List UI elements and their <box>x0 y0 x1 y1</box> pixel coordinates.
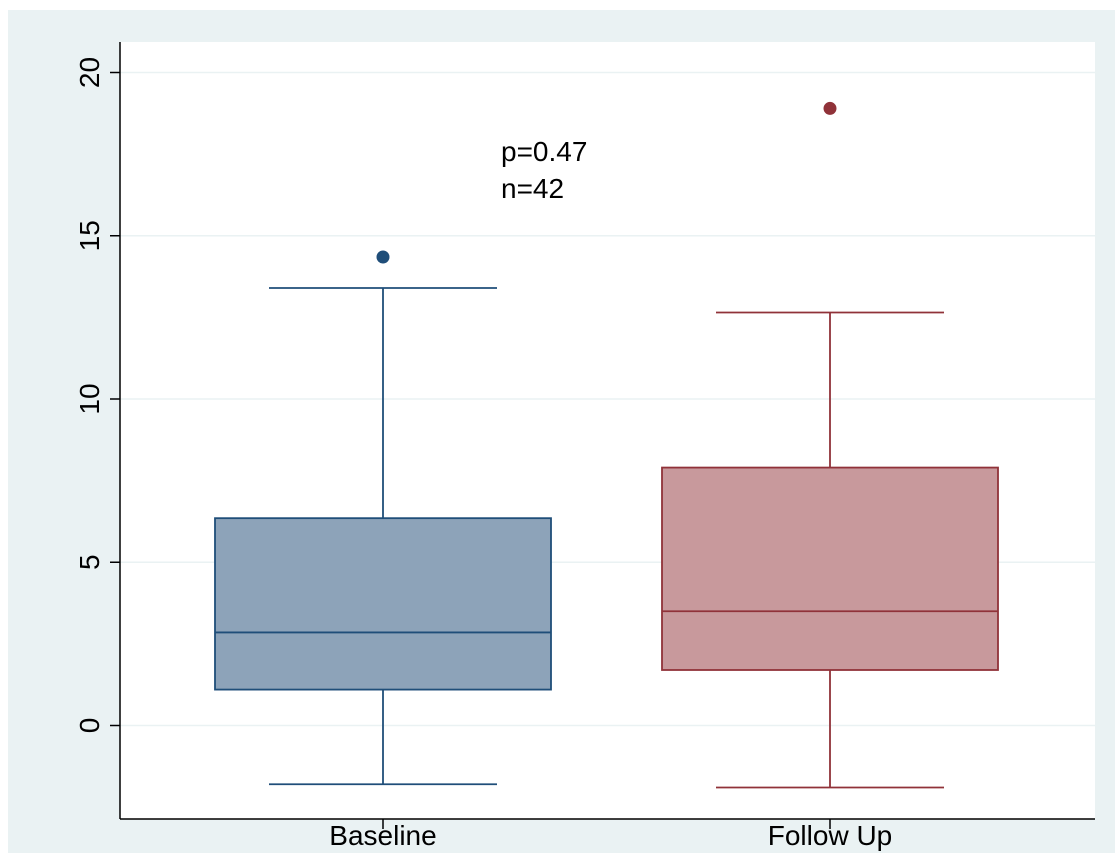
box-baseline <box>214 250 552 786</box>
x-tick-labels: Baseline Follow Up <box>329 819 892 851</box>
y-tick-label-20: 20 <box>74 57 105 88</box>
y-tick-label-10: 10 <box>74 383 105 414</box>
annotation-n-count: n=42 <box>501 173 564 204</box>
y-ticks: 0 5 10 15 20 <box>74 57 120 733</box>
axes-layer <box>119 42 1095 820</box>
outlier-baseline-0 <box>376 250 390 264</box>
x-tick-label-follow-up: Follow Up <box>768 820 892 851</box>
annotation-p-value: p=0.47 <box>501 136 587 167</box>
box-follow-up <box>661 101 999 789</box>
y-tick-label-5: 5 <box>74 554 105 570</box>
boxes-layer <box>214 101 999 789</box>
iqr-box-baseline <box>214 517 552 691</box>
iqr-box-follow-up <box>661 466 999 671</box>
x-tick-label-baseline: Baseline <box>329 820 436 851</box>
plot-area <box>120 42 1095 819</box>
outlier-follow-up-0 <box>823 101 837 115</box>
y-tick-label-0: 0 <box>74 718 105 734</box>
y-tick-label-15: 15 <box>74 220 105 251</box>
